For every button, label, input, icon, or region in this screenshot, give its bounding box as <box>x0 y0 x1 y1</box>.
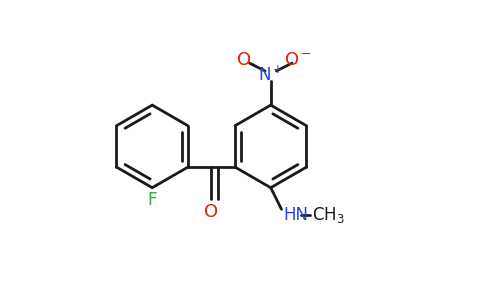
Text: O: O <box>237 50 251 68</box>
Text: HN: HN <box>283 206 308 224</box>
Text: F: F <box>148 191 157 209</box>
Text: O: O <box>204 203 219 221</box>
Text: $\mathregular{N^+}$: $\mathregular{N^+}$ <box>258 65 284 84</box>
Text: $\mathregular{O^-}$: $\mathregular{O^-}$ <box>284 50 312 68</box>
Text: CH$_3$: CH$_3$ <box>312 205 345 225</box>
